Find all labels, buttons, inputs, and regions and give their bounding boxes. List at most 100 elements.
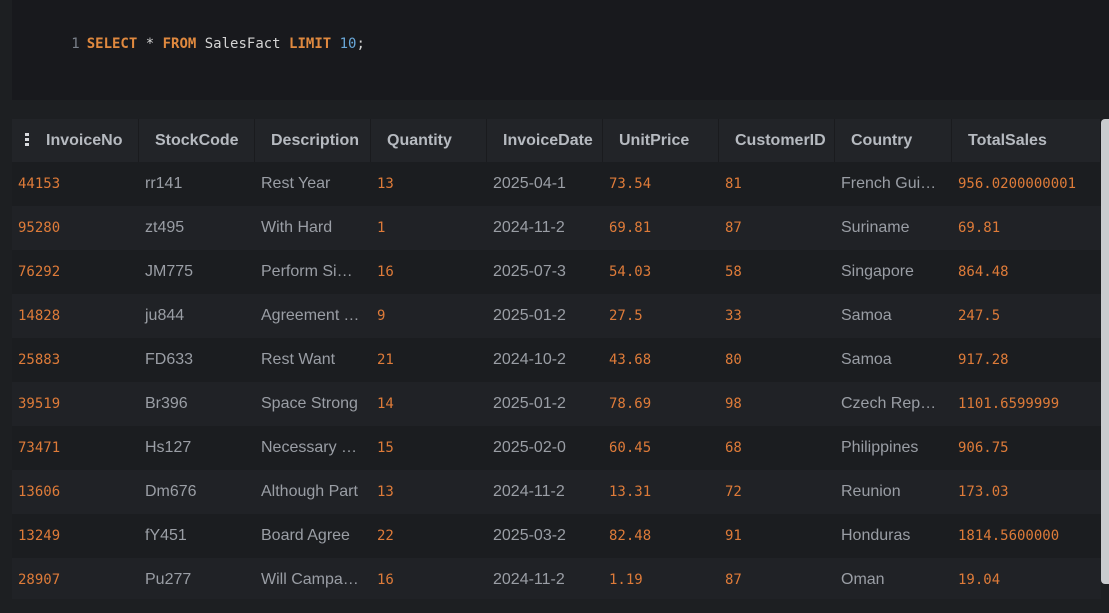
table-cell[interactable]: 68 xyxy=(725,440,742,456)
table-cell[interactable]: 906.75 xyxy=(958,440,1009,456)
table-cell[interactable]: 2025-07-3 xyxy=(493,263,566,280)
table-row[interactable]: 25883 FD633 Rest Want 21 2024-10-2 43.68 80 Sam… xyxy=(12,338,1101,382)
table-cell[interactable]: Samoa xyxy=(841,351,892,368)
table-row[interactable]: 13606 Dm676 Although Part 13 2024-11-2 13.31 7… xyxy=(12,470,1101,514)
table-cell[interactable]: JM775 xyxy=(145,263,194,280)
table-cell[interactable]: With Hard xyxy=(261,219,333,236)
table-cell[interactable]: 2025-02-0 xyxy=(493,439,566,456)
column-header[interactable]: TotalSales xyxy=(952,119,1101,162)
table-cell[interactable]: 91 xyxy=(725,528,742,544)
table-cell[interactable]: 14828 xyxy=(18,308,61,324)
table-cell[interactable]: 81 xyxy=(725,176,742,192)
table-cell[interactable]: 864.48 xyxy=(958,264,1009,280)
table-cell[interactable]: 78.69 xyxy=(609,396,652,412)
table-cell[interactable]: Samoa xyxy=(841,307,892,324)
table-cell[interactable]: 58 xyxy=(725,264,742,280)
table-cell[interactable]: 43.68 xyxy=(609,352,652,368)
table-cell[interactable]: 95280 xyxy=(18,220,61,236)
table-cell[interactable]: Space Strong xyxy=(261,395,358,412)
table-cell[interactable]: 13 xyxy=(377,176,394,192)
table-cell[interactable]: 22 xyxy=(377,528,394,544)
table-cell[interactable]: 956.0200000001 xyxy=(958,176,1077,192)
table-row[interactable]: 76292 JM775 Perform Single 16 2025-07-3 54.03… xyxy=(12,250,1101,294)
table-cell[interactable]: Pu277 xyxy=(145,571,192,588)
table-cell[interactable]: Honduras xyxy=(841,527,911,544)
table-cell[interactable]: Oman xyxy=(841,571,885,588)
table-cell[interactable]: Philippines xyxy=(841,439,919,456)
table-cell[interactable]: 13249 xyxy=(18,528,61,544)
table-row[interactable]: 73471 Hs127 Necessary Plan 15 2025-02-0 60.45… xyxy=(12,426,1101,470)
table-cell[interactable]: Czech Republic xyxy=(841,395,952,412)
table-cell[interactable]: 1.19 xyxy=(609,572,643,588)
table-cell[interactable]: 2024-11-2 xyxy=(493,219,565,236)
table-cell[interactable]: 76292 xyxy=(18,264,61,280)
results-grid[interactable]: InvoiceNo StockCode Description Quantity Inv… xyxy=(12,119,1101,599)
table-cell[interactable]: 54.03 xyxy=(609,264,652,280)
column-header[interactable]: Description xyxy=(255,119,371,162)
table-cell[interactable]: Hs127 xyxy=(145,439,192,456)
table-cell[interactable]: 72 xyxy=(725,484,742,500)
table-cell[interactable]: 69.81 xyxy=(958,220,1001,236)
table-cell[interactable]: 16 xyxy=(377,264,394,280)
table-cell[interactable]: 60.45 xyxy=(609,440,652,456)
table-cell[interactable]: 2024-10-2 xyxy=(493,351,566,368)
table-cell[interactable]: 87 xyxy=(725,572,742,588)
table-cell[interactable]: 15 xyxy=(377,440,394,456)
table-cell[interactable]: zt495 xyxy=(145,219,185,236)
table-cell[interactable]: Br396 xyxy=(145,395,188,412)
column-menu-icon[interactable] xyxy=(25,133,29,147)
table-cell[interactable]: rr141 xyxy=(145,175,183,192)
column-header[interactable]: InvoiceNo xyxy=(12,119,139,162)
table-row[interactable]: 28907 Pu277 Will Campaign 16 2024-11-2 1.19 87… xyxy=(12,558,1101,599)
table-cell[interactable]: 173.03 xyxy=(958,484,1009,500)
table-cell[interactable]: 82.48 xyxy=(609,528,652,544)
table-cell[interactable]: 69.81 xyxy=(609,220,652,236)
table-cell[interactable]: 917.28 xyxy=(958,352,1009,368)
table-cell[interactable]: 21 xyxy=(377,352,394,368)
table-cell[interactable]: 14 xyxy=(377,396,394,412)
table-row[interactable]: 13249 fY451 Board Agree 22 2025-03-2 82.48 91 H… xyxy=(12,514,1101,558)
table-cell[interactable]: 2025-01-2 xyxy=(493,307,566,324)
table-cell[interactable]: 87 xyxy=(725,220,742,236)
table-cell[interactable]: 2025-04-1 xyxy=(493,175,566,192)
vertical-scrollbar[interactable] xyxy=(1101,119,1109,584)
column-header[interactable]: InvoiceDate xyxy=(487,119,603,162)
table-cell[interactable]: Board Agree xyxy=(261,527,350,544)
table-cell[interactable]: French Guiana xyxy=(841,175,947,192)
table-row[interactable]: 14828 ju844 Agreement Team 9 2025-01-2 27.5 33… xyxy=(12,294,1101,338)
table-cell[interactable]: 73471 xyxy=(18,440,61,456)
table-cell[interactable]: 28907 xyxy=(18,572,61,588)
table-cell[interactable]: 98 xyxy=(725,396,742,412)
column-header[interactable]: Quantity xyxy=(371,119,487,162)
table-cell[interactable]: 1101.6599999 xyxy=(958,396,1060,412)
table-cell[interactable]: 39519 xyxy=(18,396,61,412)
table-cell[interactable]: Rest Year xyxy=(261,175,331,192)
column-header[interactable]: UnitPrice xyxy=(603,119,719,162)
column-header[interactable]: CustomerID xyxy=(719,119,835,162)
table-cell[interactable]: 73.54 xyxy=(609,176,652,192)
table-cell[interactable]: Necessary Plan xyxy=(261,439,371,456)
table-cell[interactable]: 247.5 xyxy=(958,308,1001,324)
table-cell[interactable]: 1 xyxy=(377,220,386,236)
table-cell[interactable]: Rest Want xyxy=(261,351,336,368)
table-cell[interactable]: 2025-01-2 xyxy=(493,395,566,412)
table-cell[interactable]: 25883 xyxy=(18,352,61,368)
table-cell[interactable]: 13606 xyxy=(18,484,61,500)
table-cell[interactable]: 33 xyxy=(725,308,742,324)
table-row[interactable]: 95280 zt495 With Hard 1 2024-11-2 69.81 87 Suri… xyxy=(12,206,1101,250)
table-cell[interactable]: 44153 xyxy=(18,176,61,192)
table-cell[interactable]: Reunion xyxy=(841,483,901,500)
table-cell[interactable]: 16 xyxy=(377,572,394,588)
table-cell[interactable]: 13 xyxy=(377,484,394,500)
table-cell[interactable]: Singapore xyxy=(841,263,914,280)
table-cell[interactable]: Dm676 xyxy=(145,483,197,500)
table-row[interactable]: 39519 Br396 Space Strong 14 2025-01-2 78.69 98… xyxy=(12,382,1101,426)
table-cell[interactable]: ju844 xyxy=(145,307,185,324)
column-header[interactable]: StockCode xyxy=(139,119,255,162)
table-cell[interactable]: 80 xyxy=(725,352,742,368)
table-cell[interactable]: 2024-11-2 xyxy=(493,483,565,500)
sql-editor[interactable]: 1 SELECT * FROM SalesFact LIMIT 10; xyxy=(12,0,1109,100)
table-cell[interactable]: 19.04 xyxy=(958,572,1001,588)
table-cell[interactable]: Perform Single xyxy=(261,263,367,280)
column-header[interactable]: Country xyxy=(835,119,952,162)
